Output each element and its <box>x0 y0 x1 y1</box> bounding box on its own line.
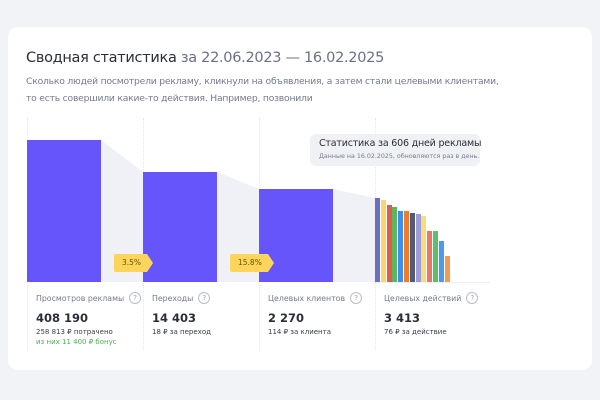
stat-sub: 258 813 ₽ потрачено <box>36 328 113 336</box>
help-icon[interactable]: ? <box>198 292 211 304</box>
stat-label: Просмотров рекламы <box>36 293 125 303</box>
tooltip-subtitle: Данные на 16.02.2025, обновляются раз в … <box>319 153 480 160</box>
action-bar <box>433 231 438 282</box>
stat-sub: 18 ₽ за переход <box>152 328 211 336</box>
stat-value: 2 270 <box>268 311 305 325</box>
help-icon[interactable]: ? <box>466 292 479 304</box>
action-bar <box>404 211 409 282</box>
date-range: за 22.06.2023 — 16.02.2025 <box>180 50 385 66</box>
action-bar <box>409 213 415 282</box>
stat-value: 14 403 <box>152 311 197 325</box>
baseline <box>375 282 490 283</box>
action-bar <box>380 200 386 282</box>
bar-views <box>27 140 101 282</box>
stat-value: 408 190 <box>36 311 89 325</box>
action-bar <box>392 207 398 282</box>
conversion-badge: 3.5% <box>114 254 154 272</box>
help-icon[interactable]: ? <box>350 292 363 304</box>
stat-bonus: из них 11 400 ₽ бонус <box>36 338 117 346</box>
stat-label: Целевых клиентов <box>268 293 346 303</box>
action-bar <box>375 198 380 282</box>
help-icon[interactable]: ? <box>129 292 142 304</box>
action-bar <box>444 256 450 282</box>
action-bar <box>421 216 427 282</box>
title-text: Сводная статистика <box>26 50 177 66</box>
stat-sub: 114 ₽ за клиента <box>268 328 332 336</box>
stat-clicks: Переходы? 14 403 18 ₽ за переход <box>152 291 211 336</box>
action-bar <box>438 241 444 282</box>
page-title: Сводная статистика за 22.06.2023 — 16.02… <box>26 50 384 66</box>
description: Сколько людей посмотрели рекламу, кликну… <box>26 76 499 104</box>
action-bar <box>415 214 421 282</box>
stat-sub: 76 ₽ за действие <box>384 328 447 336</box>
action-bar <box>398 211 404 282</box>
tooltip-title: Статистика за 606 дней рекламы <box>319 138 482 149</box>
stat-label: Целевых действий <box>384 293 462 303</box>
action-bar <box>386 205 392 282</box>
stats-tooltip: Статистика за 606 дней рекламы Данные на… <box>310 134 482 166</box>
bar-clicks <box>143 172 217 282</box>
stat-value: 3 413 <box>384 311 421 325</box>
stat-clients: Целевых клиентов? 2 270 114 ₽ за клиента <box>268 291 363 336</box>
action-bar <box>427 231 433 282</box>
stat-views: Просмотров рекламы? 408 190 258 813 ₽ по… <box>36 291 142 346</box>
conversion-badge: 15.8% <box>230 254 274 272</box>
stat-actions: Целевых действий? 3 413 76 ₽ за действие <box>384 291 479 336</box>
stat-label: Переходы <box>152 293 194 303</box>
